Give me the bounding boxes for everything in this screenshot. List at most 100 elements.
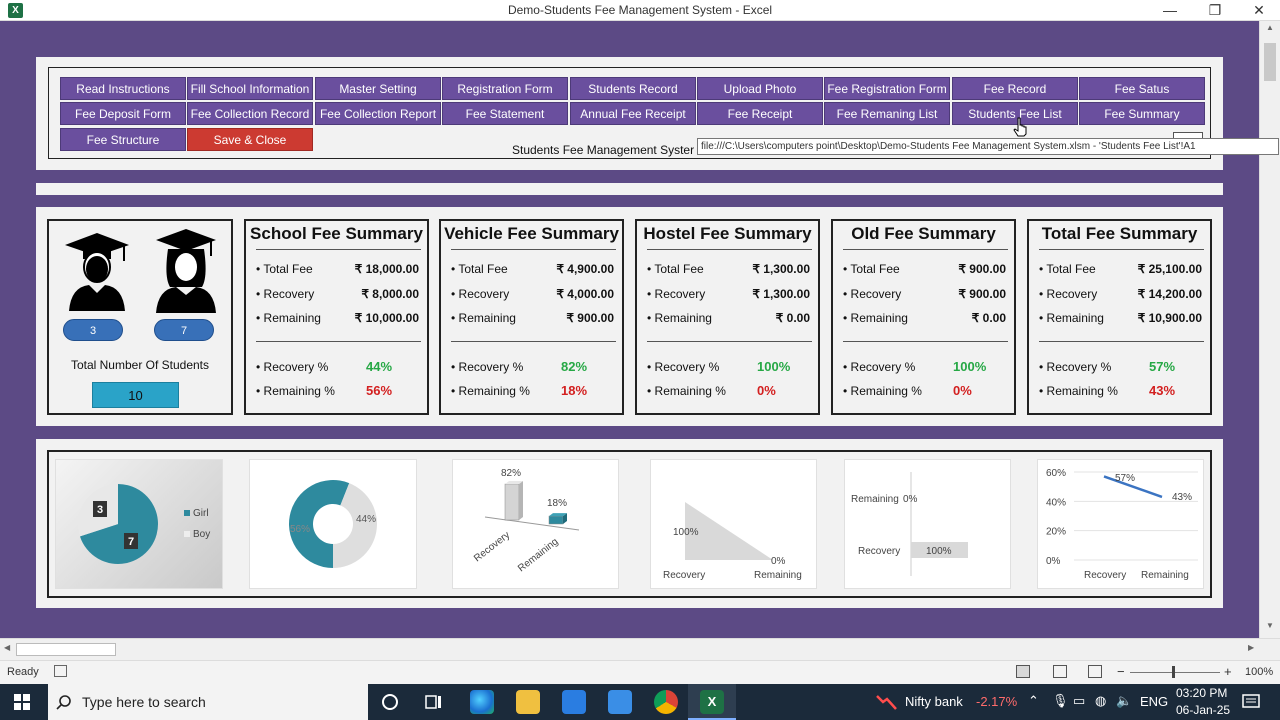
language-indicator[interactable]: ENG [1140, 694, 1169, 709]
x-tick-remaining: Remaining [516, 536, 560, 574]
normal-view-icon[interactable] [1016, 665, 1030, 678]
y-tick-remaining: Remaining [851, 494, 899, 505]
menu-button-fee-deposit-form[interactable]: Fee Deposit Form [60, 102, 186, 125]
x-tick-recovery: Recovery [663, 570, 705, 581]
school-fee-summary-card: School Fee Summary • Total Fee ₹ 18,000.00… [244, 219, 429, 415]
card-divider [1039, 341, 1204, 342]
girls-count-badge: 7 [154, 319, 214, 341]
remaining-pct-value: 18% [561, 383, 588, 398]
remaining-pct-label: • Remaining % [256, 384, 335, 398]
recovery-value: ₹ 900.00 [958, 287, 1006, 301]
card-title: Total Fee Summary [1041, 224, 1198, 243]
file-explorer-icon[interactable] [516, 690, 540, 714]
close-button[interactable]: ✕ [1253, 2, 1265, 18]
menu-button-registration-form[interactable]: Registration Form [442, 77, 568, 100]
remaining-label: • Remaining [256, 311, 321, 325]
menu-button-annual-fee-receipt[interactable]: Annual Fee Receipt [570, 102, 696, 125]
scroll-up-icon[interactable]: ▲ [1266, 23, 1274, 32]
excel-taskbar-item[interactable]: X [688, 684, 736, 720]
scroll-thumb[interactable] [1264, 43, 1276, 81]
recovery-pct-label: • Recovery % [843, 360, 916, 374]
clock-time[interactable]: 03:20 PM [1176, 686, 1228, 700]
x-axis-line [484, 516, 580, 531]
y-tick: 60% [1046, 468, 1066, 479]
menu-button-fee-statement[interactable]: Fee Statement [442, 102, 568, 125]
notification-icon[interactable] [1242, 693, 1260, 711]
menu-button-students-fee-list[interactable]: Students Fee List [952, 102, 1078, 125]
total-fee-value: ₹ 900.00 [958, 262, 1006, 276]
nifty-change[interactable]: -2.17% [976, 694, 1018, 709]
vertical-scrollbar[interactable]: ▲ ▼ [1259, 21, 1280, 638]
zoom-out-button[interactable]: − [1117, 664, 1125, 679]
zoom-in-button[interactable]: + [1224, 664, 1232, 679]
nifty-label[interactable]: Nifty bank [905, 694, 963, 709]
cortana-icon[interactable] [381, 693, 399, 711]
menu-button-upload-photo[interactable]: Upload Photo [697, 77, 823, 100]
battery-icon[interactable]: ▭ [1073, 693, 1086, 708]
vehicle-fee-column-chart: 82% 18% Recovery Remaining [452, 459, 619, 589]
volume-icon[interactable]: 🔈 [1116, 693, 1133, 708]
status-bar: Ready − + 100% [0, 660, 1280, 684]
y-tick-recovery: Recovery [858, 546, 900, 557]
column-remaining [548, 515, 564, 525]
menu-button-students-record[interactable]: Students Record [570, 77, 696, 100]
remaining-pct-label: • Remaining % [647, 384, 726, 398]
edge-browser-icon[interactable] [470, 690, 494, 714]
total-fee-label: • Total Fee [451, 262, 508, 276]
menu-button-fee-structure[interactable]: Fee Structure [60, 128, 186, 151]
menu-button-fee-satus[interactable]: Fee Satus [1079, 77, 1205, 100]
data-label-boy: 3 [97, 504, 103, 516]
clock-date[interactable]: 06-Jan-25 [1176, 703, 1231, 717]
menu-button-fee-record[interactable]: Fee Record [952, 77, 1078, 100]
menu-button-master-setting[interactable]: Master Setting [315, 77, 441, 100]
macro-record-icon[interactable] [54, 665, 67, 677]
total-fee-summary-card: Total Fee Summary • Total Fee ₹ 25,100.00 •… [1027, 219, 1212, 415]
menu-button-fee-summary[interactable]: Fee Summary [1079, 102, 1205, 125]
summary-panel [36, 207, 1223, 426]
menu-button-fee-collection-record[interactable]: Fee Collection Record [187, 102, 313, 125]
legend-swatch-girl [184, 510, 190, 516]
minimize-button[interactable]: — [1163, 2, 1177, 18]
taskbar: Type here to search X Nifty bank -2.17% … [0, 684, 1280, 720]
zoom-level[interactable]: 100% [1245, 666, 1274, 678]
remaining-value: ₹ 900.00 [566, 311, 614, 325]
scroll-left-icon[interactable]: ◀ [4, 643, 11, 652]
menu-button-fee-receipt[interactable]: Fee Receipt [697, 102, 823, 125]
restore-button[interactable]: ❐ [1208, 2, 1222, 18]
card-title: Vehicle Fee Summary [444, 224, 619, 243]
horizontal-scrollbar[interactable]: ◀ ▶ [0, 638, 1280, 660]
legend-label-girl: Girl [193, 508, 209, 519]
mail-icon[interactable] [608, 690, 632, 714]
scroll-right-icon[interactable]: ▶ [1248, 643, 1255, 652]
chevron-up-icon[interactable]: ⌃ [1028, 693, 1039, 708]
menu-button-save-close[interactable]: Save & Close [187, 128, 313, 151]
menu-button-fee-collection-report[interactable]: Fee Collection Report [315, 102, 441, 125]
zoom-slider-handle[interactable] [1172, 666, 1175, 678]
menu-button-fee-registration-form[interactable]: Fee Registration Form [824, 77, 950, 100]
hscroll-thumb[interactable] [16, 643, 116, 656]
chrome-icon[interactable] [654, 690, 678, 714]
task-view-icon[interactable] [425, 693, 443, 711]
zoom-slider[interactable] [1130, 672, 1220, 673]
line-series [1103, 475, 1163, 499]
legend-swatch-boy [184, 531, 190, 537]
microsoft-store-icon[interactable] [562, 690, 586, 714]
data-label-bg [124, 533, 138, 549]
menu-button-fill-school-information[interactable]: Fill School Information [187, 77, 313, 100]
scroll-down-icon[interactable]: ▼ [1266, 621, 1274, 630]
card-title: School Fee Summary [250, 224, 423, 243]
menu-button-fee-remaning-list[interactable]: Fee Remaning List [824, 102, 950, 125]
total-fee-value: ₹ 1,300.00 [752, 262, 810, 276]
remaining-value: ₹ 10,000.00 [354, 311, 419, 325]
windows-start-icon[interactable] [14, 694, 30, 710]
page-layout-icon[interactable] [1053, 665, 1067, 678]
card-divider [451, 249, 616, 250]
column-side [519, 481, 523, 520]
microphone-icon[interactable]: 🎙 [1052, 693, 1069, 708]
data-label-remaining: 0% [903, 494, 918, 505]
taskbar-search[interactable]: Type here to search [48, 684, 368, 720]
data-label-remaining: 18% [547, 498, 567, 509]
page-break-icon[interactable] [1088, 665, 1102, 678]
menu-button-read-instructions[interactable]: Read Instructions [60, 77, 186, 100]
network-icon[interactable]: ◍ [1095, 693, 1107, 708]
